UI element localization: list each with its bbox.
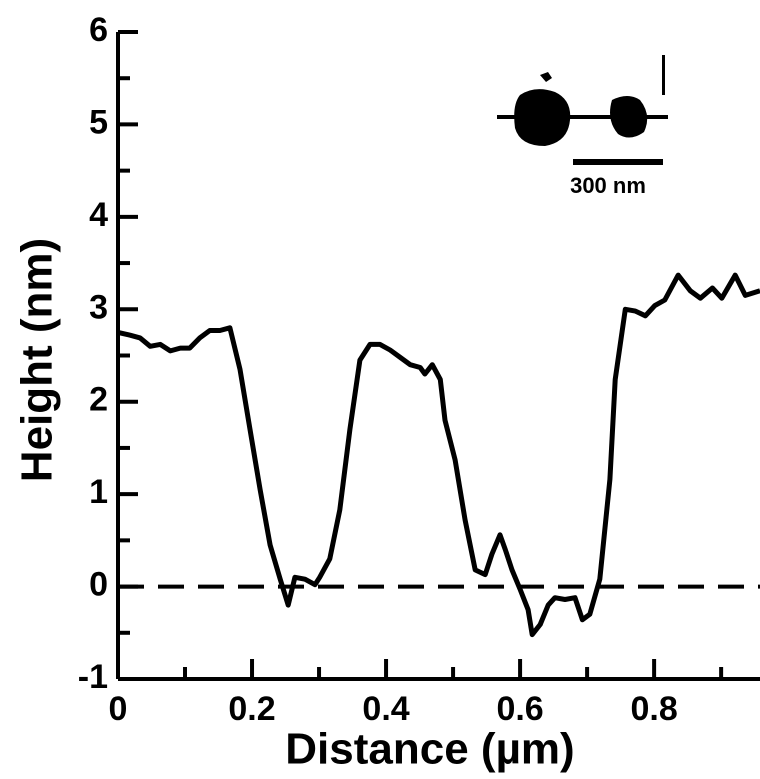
y-tick-label: 0 xyxy=(89,566,108,604)
y-axis-label: Height (nm) xyxy=(13,238,62,482)
profile-line xyxy=(117,272,760,638)
y-tick-label: 1 xyxy=(89,473,108,511)
x-axis-label: Distance (µm) xyxy=(285,725,574,774)
y-tick-label: 5 xyxy=(89,103,108,141)
inset-speck xyxy=(540,55,665,95)
x-tick-label: 0.4 xyxy=(362,690,409,728)
x-tick-label: 0 xyxy=(109,690,128,728)
y-tick-label: -1 xyxy=(78,658,108,696)
y-tick-label: 2 xyxy=(89,381,108,419)
x-tick-label: 0.8 xyxy=(630,690,677,728)
inset-scale-label: 300 nm xyxy=(570,173,646,198)
y-tick-label: 3 xyxy=(89,288,108,326)
x-tick-label: 0.2 xyxy=(228,690,275,728)
y-tick-label: 6 xyxy=(89,11,108,49)
x-tick-label: 0.6 xyxy=(496,690,543,728)
inset-image: 300 nm xyxy=(497,55,668,198)
y-tick-label: 4 xyxy=(89,196,108,234)
